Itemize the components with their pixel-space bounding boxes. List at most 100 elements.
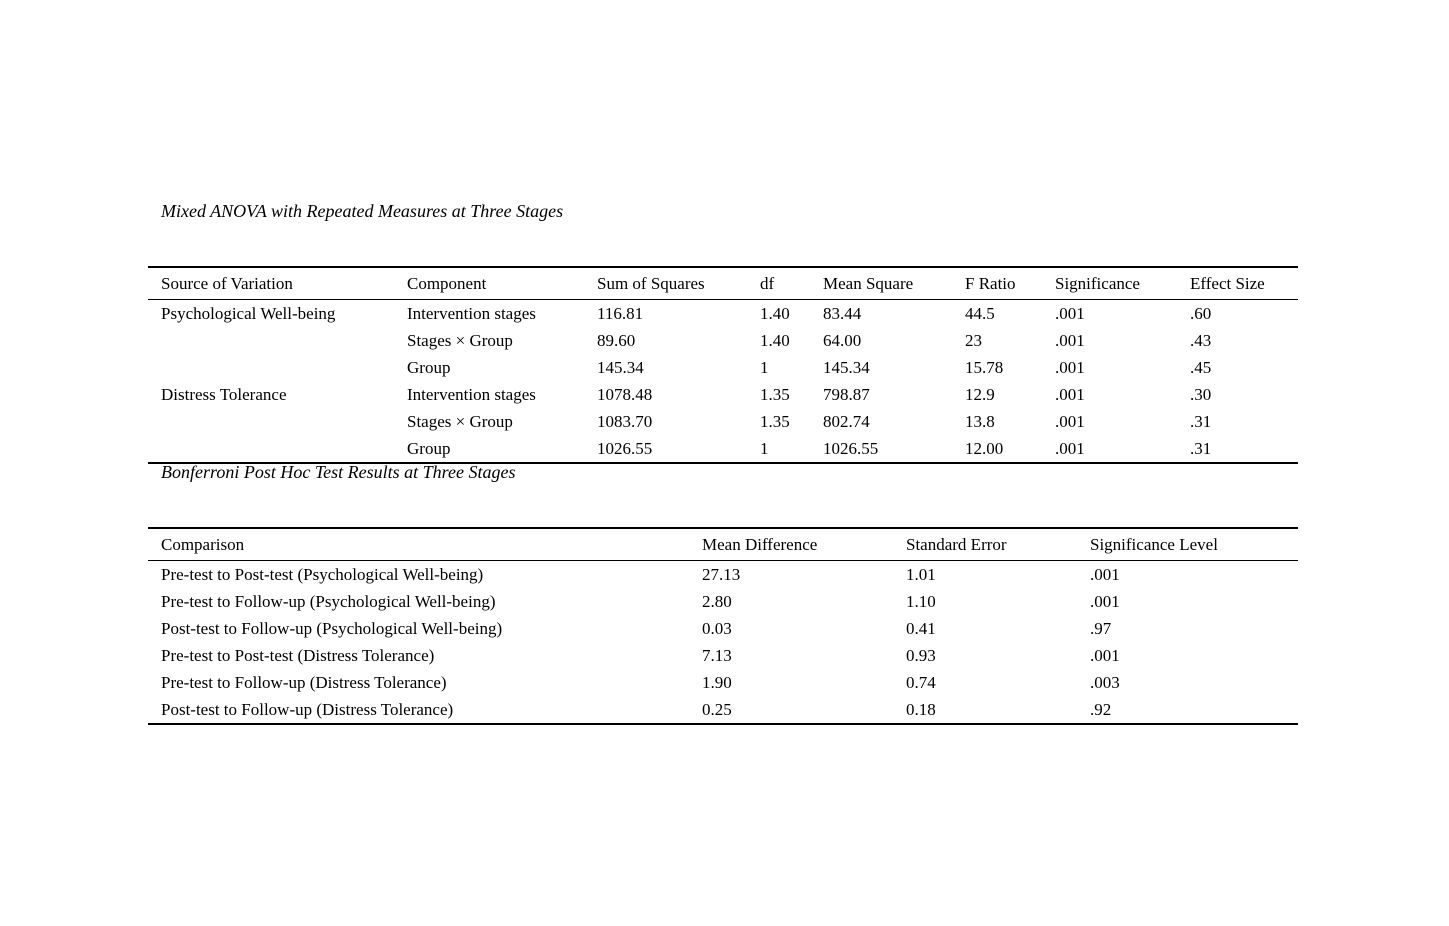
table-cell: 0.25 bbox=[702, 699, 732, 719]
table-cell: Group bbox=[407, 357, 451, 377]
table-cell: 1026.55 bbox=[823, 438, 879, 458]
table-cell: .001 bbox=[1055, 384, 1085, 404]
table-cell: Pre-test to Follow-up (Psychological Wel… bbox=[161, 591, 496, 611]
table-cell: .003 bbox=[1090, 672, 1120, 692]
column-header: Mean Square bbox=[823, 273, 914, 293]
table-cell: .92 bbox=[1090, 699, 1112, 719]
table-row: Group 145.34 1 145.34 15.78 .001 .45 bbox=[148, 354, 1298, 381]
table-cell: Stages × Group bbox=[407, 330, 513, 350]
table-cell: 1 bbox=[760, 438, 769, 458]
table-row: Post-test to Follow-up (Distress Toleran… bbox=[148, 696, 1298, 724]
table-cell: Post-test to Follow-up (Distress Toleran… bbox=[161, 699, 454, 719]
table-cell: 1026.55 bbox=[597, 438, 653, 458]
column-header: F Ratio bbox=[965, 273, 1016, 293]
table-cell: 1.90 bbox=[702, 672, 732, 692]
table-cell: 7.13 bbox=[702, 645, 732, 665]
table-cell: .45 bbox=[1190, 357, 1212, 377]
table-cell: 1 bbox=[760, 357, 769, 377]
table-cell: Pre-test to Follow-up (Distress Toleranc… bbox=[161, 672, 447, 692]
table-cell: Pre-test to Post-test (Psychological Wel… bbox=[161, 564, 484, 584]
table-cell: 145.34 bbox=[823, 357, 870, 377]
table-cell bbox=[148, 408, 407, 435]
table-cell: 12.00 bbox=[965, 438, 1004, 458]
anova-table: Source of Variation Component Sum of Squar… bbox=[148, 266, 1298, 464]
table-cell: .43 bbox=[1190, 330, 1212, 350]
table-cell: Stages × Group bbox=[407, 411, 513, 431]
table-cell: .31 bbox=[1190, 438, 1212, 458]
column-header: Sum of Squares bbox=[597, 273, 705, 293]
posthoc-table: Comparison Mean Difference Standard Error S… bbox=[148, 527, 1298, 725]
table-cell: 23 bbox=[965, 330, 982, 350]
table-cell: Distress Tolerance bbox=[161, 384, 287, 404]
table-cell: 802.74 bbox=[823, 411, 870, 431]
table-cell: 64.00 bbox=[823, 330, 862, 350]
table-cell: 44.5 bbox=[965, 303, 995, 323]
table-cell: 13.8 bbox=[965, 411, 995, 431]
table-cell: .30 bbox=[1190, 384, 1212, 404]
table-cell: 1.10 bbox=[906, 591, 936, 611]
table-cell: 0.03 bbox=[702, 618, 732, 638]
column-header: Significance Level bbox=[1090, 534, 1218, 554]
table-cell: .001 bbox=[1090, 564, 1120, 584]
table-cell: 1.35 bbox=[760, 411, 790, 431]
table-cell bbox=[148, 435, 407, 463]
table-row: Pre-test to Post-test (Psychological Wel… bbox=[148, 561, 1298, 589]
column-header: Standard Error bbox=[906, 534, 1007, 554]
table-cell: 89.60 bbox=[597, 330, 636, 350]
table-cell: 1.35 bbox=[760, 384, 790, 404]
table-cell: .31 bbox=[1190, 411, 1212, 431]
table-row: Pre-test to Follow-up (Psychological Wel… bbox=[148, 588, 1298, 615]
posthoc-table-title: Bonferroni Post Hoc Test Results at Thre… bbox=[161, 462, 516, 482]
column-header: Significance bbox=[1055, 273, 1140, 293]
table-row: Post-test to Follow-up (Psychological We… bbox=[148, 615, 1298, 642]
table-cell: .001 bbox=[1090, 645, 1120, 665]
table-cell: 27.13 bbox=[702, 564, 741, 584]
table-cell: 0.93 bbox=[906, 645, 936, 665]
table-cell: Intervention stages bbox=[407, 384, 536, 404]
table-cell: 1.40 bbox=[760, 303, 790, 323]
table-cell: Intervention stages bbox=[407, 303, 536, 323]
table-cell: 12.9 bbox=[965, 384, 995, 404]
table-cell: .001 bbox=[1055, 438, 1085, 458]
table-row: Psychological Well-being Intervention sta… bbox=[148, 300, 1298, 328]
table-cell: .001 bbox=[1055, 303, 1085, 323]
table-cell: .001 bbox=[1055, 330, 1085, 350]
table-cell: Group bbox=[407, 438, 451, 458]
table-row: Pre-test to Follow-up (Distress Toleranc… bbox=[148, 669, 1298, 696]
table-cell bbox=[148, 327, 407, 354]
table-cell: .97 bbox=[1090, 618, 1112, 638]
anova-table-title: Mixed ANOVA with Repeated Measures at Th… bbox=[161, 201, 564, 221]
table-cell: .001 bbox=[1055, 357, 1085, 377]
table-cell: 116.81 bbox=[597, 303, 644, 323]
table-cell: 1083.70 bbox=[597, 411, 653, 431]
column-header: df bbox=[760, 273, 775, 293]
table-row: Distress Tolerance Intervention stages 107… bbox=[148, 381, 1298, 408]
anova-header-row: Source of Variation Component Sum of Squar… bbox=[148, 267, 1298, 300]
table-cell: Psychological Well-being bbox=[161, 303, 336, 323]
table-cell: 1078.48 bbox=[597, 384, 653, 404]
table-cell: .001 bbox=[1090, 591, 1120, 611]
table-cell: 1.01 bbox=[906, 564, 936, 584]
column-header: Source of Variation bbox=[161, 273, 293, 293]
table-cell: 798.87 bbox=[823, 384, 870, 404]
table-cell: 145.34 bbox=[597, 357, 644, 377]
table-cell: .60 bbox=[1190, 303, 1212, 323]
column-header: Comparison bbox=[161, 534, 245, 554]
table-cell: 2.80 bbox=[702, 591, 732, 611]
posthoc-header-row: Comparison Mean Difference Standard Error S… bbox=[148, 528, 1298, 561]
table-cell: 1.40 bbox=[760, 330, 790, 350]
column-header: Component bbox=[407, 273, 487, 293]
table-cell bbox=[148, 354, 407, 381]
table-cell: 0.74 bbox=[906, 672, 936, 692]
table-cell: 0.41 bbox=[906, 618, 936, 638]
column-header: Effect Size bbox=[1190, 273, 1265, 293]
table-row: Stages × Group 89.60 1.40 64.00 23 .001 .43 bbox=[148, 327, 1298, 354]
table-row: Pre-test to Post-test (Distress Toleranc… bbox=[148, 642, 1298, 669]
table-row: Group 1026.55 1 1026.55 12.00 .001 .31 bbox=[148, 435, 1298, 463]
table-cell: 15.78 bbox=[965, 357, 1004, 377]
table-cell: Pre-test to Post-test (Distress Toleranc… bbox=[161, 645, 435, 665]
table-cell: .001 bbox=[1055, 411, 1085, 431]
table-cell: 0.18 bbox=[906, 699, 936, 719]
table-row: Stages × Group 1083.70 1.35 802.74 13.8 .001.… bbox=[148, 408, 1298, 435]
